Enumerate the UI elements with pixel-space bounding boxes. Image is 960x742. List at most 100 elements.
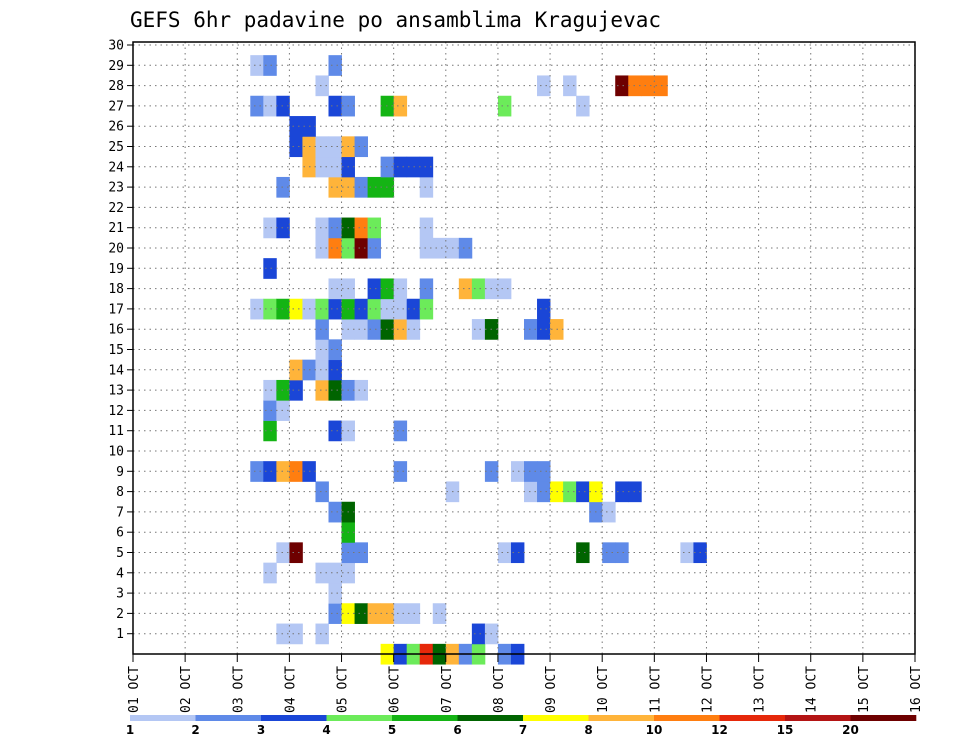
legend-label: 3 bbox=[257, 723, 265, 737]
heatmap-cell bbox=[315, 156, 329, 178]
legend-label: 6 bbox=[453, 723, 461, 737]
heatmap-cell bbox=[367, 319, 382, 340]
heatmap-cell bbox=[276, 217, 290, 239]
heatmap-cell bbox=[393, 298, 408, 320]
heatmap-cell bbox=[471, 623, 486, 645]
heatmap-cell bbox=[328, 55, 342, 76]
heatmap-cell bbox=[328, 95, 342, 117]
y-tick-label: 6 bbox=[116, 526, 124, 541]
heatmap-cell bbox=[367, 278, 382, 300]
legend-label: 5 bbox=[388, 723, 396, 737]
legend-swatch bbox=[457, 715, 524, 721]
legend-label: 8 bbox=[584, 723, 592, 737]
y-tick-label: 16 bbox=[108, 323, 124, 338]
heatmap-cell bbox=[250, 55, 264, 76]
heatmap-cell bbox=[315, 237, 329, 259]
heatmap-cell bbox=[315, 379, 329, 401]
heatmap-cell bbox=[328, 298, 342, 320]
heatmap-cell bbox=[602, 542, 616, 564]
y-tick-label: 28 bbox=[108, 79, 124, 94]
heatmap-cell bbox=[250, 298, 264, 320]
heatmap-cell bbox=[524, 319, 538, 340]
x-tick-label: 14 OCT bbox=[805, 666, 820, 713]
heatmap-cell bbox=[406, 603, 421, 624]
heatmap-cell bbox=[289, 461, 303, 482]
heatmap-cell bbox=[576, 95, 590, 117]
heatmap-cell bbox=[419, 217, 434, 239]
heatmap-cell bbox=[419, 237, 434, 259]
heatmap-cell bbox=[419, 278, 434, 300]
heatmap-cell bbox=[276, 400, 290, 421]
heatmap-cell bbox=[471, 278, 486, 300]
heatmap-cell bbox=[315, 75, 329, 97]
heatmap-cell bbox=[432, 237, 447, 259]
heatmap-cell bbox=[510, 542, 525, 564]
legend-label: 4 bbox=[322, 723, 330, 737]
y-tick-label: 9 bbox=[116, 465, 124, 480]
y-tick-label: 26 bbox=[108, 120, 124, 135]
heatmap-cell bbox=[354, 136, 368, 158]
x-tick-label: 01 OCT bbox=[127, 666, 142, 713]
x-tick-label: 05 OCT bbox=[336, 666, 351, 713]
y-tick-label: 1 bbox=[116, 627, 124, 642]
heatmap-cell bbox=[354, 217, 368, 239]
heatmap-cell bbox=[263, 258, 277, 279]
heatmap-cell bbox=[276, 176, 290, 198]
x-tick-label: 07 OCT bbox=[440, 666, 455, 713]
heatmap-cell bbox=[419, 156, 434, 178]
heatmap-cell bbox=[354, 542, 368, 564]
heatmap-cell bbox=[641, 75, 655, 97]
y-tick-label: 2 bbox=[116, 607, 124, 622]
heatmap-cell bbox=[354, 603, 368, 624]
y-tick-label: 20 bbox=[108, 242, 124, 257]
heatmap-cell bbox=[497, 542, 512, 564]
heatmap-cell bbox=[315, 623, 329, 645]
x-tick-label: 10 OCT bbox=[596, 666, 611, 713]
heatmap-cell bbox=[263, 55, 277, 76]
heatmap-cell bbox=[263, 461, 277, 482]
heatmap-cell bbox=[576, 542, 590, 564]
heatmap-cell bbox=[471, 319, 486, 340]
legend-label: 10 bbox=[646, 723, 663, 737]
y-tick-label: 17 bbox=[108, 302, 124, 317]
y-tick-label: 29 bbox=[108, 59, 124, 74]
legend-label: 1 bbox=[126, 723, 134, 737]
x-tick-label: 15 OCT bbox=[857, 666, 872, 713]
heatmap-cell bbox=[328, 278, 342, 300]
grid-lines bbox=[133, 42, 915, 654]
x-tick-label: 16 OCT bbox=[909, 666, 924, 713]
heatmap-cells bbox=[250, 55, 707, 665]
heatmap-cell bbox=[315, 562, 329, 584]
y-tick-label: 13 bbox=[108, 384, 124, 399]
heatmap-cell bbox=[289, 116, 303, 137]
legend-label: 12 bbox=[711, 723, 728, 737]
heatmap-cell bbox=[367, 237, 382, 259]
heatmap-cell bbox=[328, 501, 342, 523]
chart-title: GEFS 6hr padavine po ansamblima Kragujev… bbox=[130, 8, 661, 32]
heatmap-cell bbox=[263, 562, 277, 584]
heatmap-cell bbox=[615, 542, 629, 564]
heatmap-cell bbox=[393, 461, 408, 482]
heatmap-cell bbox=[367, 603, 382, 624]
y-tick-label: 25 bbox=[108, 140, 124, 155]
heatmap-cell bbox=[276, 623, 290, 645]
heatmap-cell bbox=[328, 562, 342, 584]
heatmap-cell bbox=[354, 176, 368, 198]
heatmap-cell bbox=[315, 359, 329, 381]
heatmap-cell bbox=[250, 461, 264, 482]
y-axis: 1234567891011121314151617181920212223242… bbox=[108, 39, 133, 642]
heatmap-cell bbox=[367, 217, 382, 239]
legend-swatch bbox=[588, 715, 655, 721]
heatmap-cell bbox=[354, 237, 368, 259]
heatmap-cell bbox=[537, 75, 551, 97]
legend-label: 15 bbox=[777, 723, 794, 737]
heatmap-cell bbox=[602, 501, 616, 523]
heatmap-cell bbox=[563, 481, 577, 503]
heatmap-cell bbox=[615, 481, 629, 503]
y-tick-label: 14 bbox=[108, 363, 124, 378]
legend-swatch bbox=[326, 715, 393, 721]
heatmap-cell bbox=[419, 176, 434, 198]
y-tick-label: 15 bbox=[108, 343, 124, 358]
heatmap-cell bbox=[328, 582, 342, 604]
